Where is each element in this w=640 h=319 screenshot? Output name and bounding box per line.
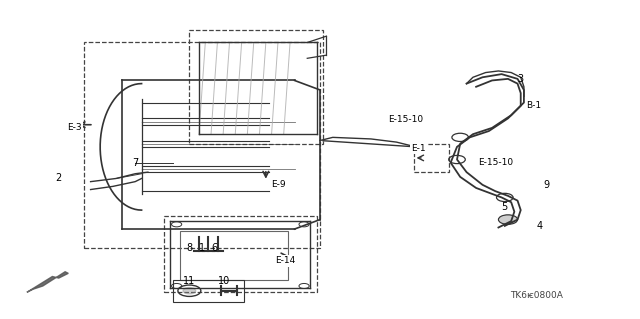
Bar [180,231,288,280]
Text: 3: 3 [518,74,524,84]
Text: TK6ѥ0800A: TK6ѥ0800A [510,291,563,300]
Text: E-1: E-1 [412,144,426,153]
Circle shape [183,287,196,294]
Text: 4: 4 [537,221,543,231]
Text: 8: 8 [186,243,193,253]
Text: 1: 1 [199,243,205,253]
Text: E-14: E-14 [275,256,295,265]
Text: 2: 2 [56,174,62,183]
Bar [173,280,244,302]
Text: 7: 7 [132,158,138,168]
Text: E-15-10: E-15-10 [477,158,513,167]
Text: 10: 10 [218,276,230,286]
Polygon shape [27,272,68,292]
Text: 9: 9 [543,180,549,190]
Text: E-9: E-9 [271,180,286,189]
Text: 5: 5 [502,202,508,212]
Text: E-15-10: E-15-10 [388,115,424,124]
Text: B-1: B-1 [526,101,541,110]
Text: 11: 11 [183,276,195,286]
Circle shape [499,215,518,224]
Text: 6: 6 [212,243,218,253]
Text: E-3: E-3 [67,123,82,132]
